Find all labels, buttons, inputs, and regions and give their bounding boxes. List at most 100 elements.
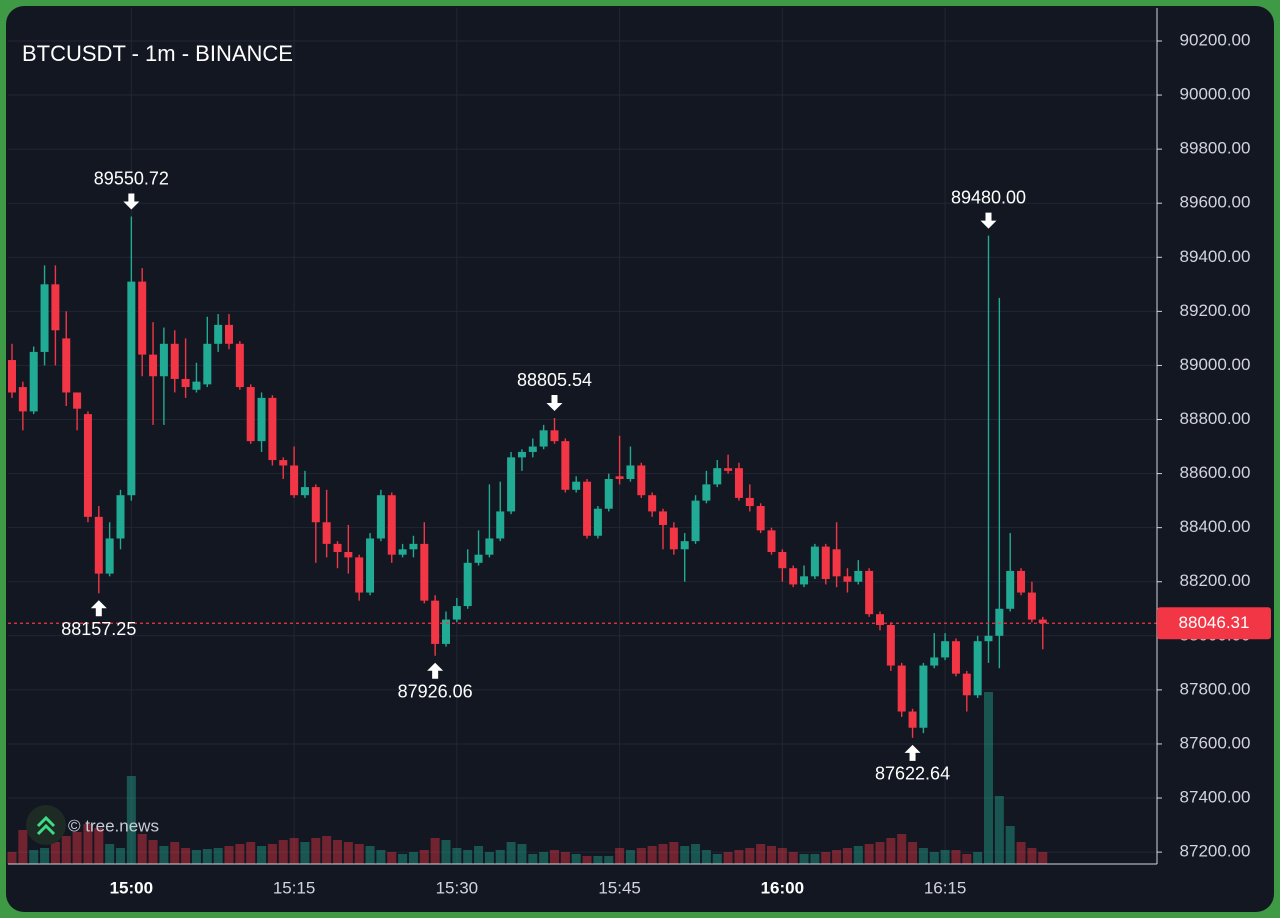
y-tick-label: 89000.00 — [1180, 355, 1251, 374]
volume-bar — [984, 692, 993, 864]
candle-body — [1006, 570, 1015, 609]
volume-bar — [430, 838, 440, 864]
volume-bar — [40, 848, 50, 864]
volume-bar — [159, 846, 169, 864]
candle-body — [626, 465, 635, 479]
volume-bar — [701, 850, 711, 864]
candle-body — [876, 614, 884, 625]
candle-body — [40, 284, 49, 352]
candle-body — [355, 557, 364, 593]
candle-body — [984, 635, 993, 642]
annotation-arrow — [904, 744, 921, 761]
volume-bar — [191, 850, 201, 864]
volume-bar — [810, 854, 820, 864]
candle-body — [778, 551, 787, 569]
candle-body — [572, 481, 581, 490]
volume-bar — [278, 840, 288, 864]
volume-bar — [560, 852, 570, 864]
candle-body — [724, 468, 733, 471]
candle-body — [322, 522, 331, 544]
volume-bar — [734, 850, 744, 864]
watermark-chevrons — [36, 815, 56, 836]
volume-bar — [484, 852, 494, 864]
candle-body — [1027, 592, 1036, 620]
volume-bar — [354, 844, 364, 864]
candle-body — [203, 343, 212, 385]
annotation-arrow — [546, 395, 563, 412]
x-tick-label: 15:00 — [110, 878, 153, 897]
volume-bar — [289, 838, 299, 864]
annotation-arrow — [123, 193, 140, 210]
grid — [8, 8, 1162, 864]
y-tick-label: 87400.00 — [1180, 788, 1251, 807]
volume-bar — [1016, 842, 1026, 864]
volume-bar — [224, 846, 234, 864]
volume-bar — [1027, 848, 1037, 864]
candle-body — [235, 343, 244, 388]
volume-bar — [181, 848, 191, 864]
volume-bar — [550, 850, 559, 864]
volume-bar — [1038, 852, 1048, 864]
candle-body — [431, 600, 440, 644]
candle-body — [713, 468, 722, 485]
candle-body — [550, 430, 559, 442]
volume-bar — [300, 842, 310, 864]
annotation-arrow — [980, 212, 997, 229]
volume-bar — [50, 842, 60, 864]
volume-bar — [799, 854, 809, 864]
candle-body — [745, 497, 754, 507]
y-tick-label: 89800.00 — [1180, 139, 1251, 158]
volume-bar — [886, 838, 896, 864]
volume-bar — [116, 848, 125, 864]
volume-bar — [691, 844, 701, 864]
volume-bar — [864, 844, 874, 864]
volume-bar — [918, 848, 928, 864]
y-tick-label: 88600.00 — [1180, 463, 1251, 482]
candle-body — [333, 543, 342, 552]
x-tick-label: 15:45 — [598, 878, 641, 897]
volume-bar — [441, 840, 451, 864]
candle-body — [865, 570, 874, 615]
last-price-label: 88046.31 — [1179, 613, 1250, 632]
candle-body — [669, 527, 678, 550]
watermark: © tree.news — [68, 816, 159, 835]
annotation-arrow — [90, 600, 107, 617]
volume-bar — [842, 848, 852, 864]
volume-bar — [126, 776, 136, 864]
candle-body — [18, 387, 27, 412]
volume-bar — [604, 856, 614, 864]
volume-bar — [658, 844, 668, 864]
candle-body — [496, 511, 505, 539]
candle-body — [995, 608, 1004, 636]
volume-bar — [267, 844, 277, 864]
annotation-label: 88157.25 — [61, 619, 136, 639]
annotation-label: 89480.00 — [951, 187, 1026, 207]
y-tick-label: 89400.00 — [1180, 247, 1251, 266]
candle-body — [116, 495, 125, 539]
candle-body — [821, 546, 830, 580]
candle-body — [962, 673, 971, 696]
volume-bar — [539, 852, 549, 864]
candle-body — [51, 284, 60, 331]
volume-bar — [582, 856, 592, 864]
y-tick-label: 87600.00 — [1180, 733, 1251, 752]
x-tick-label: 15:30 — [436, 878, 479, 897]
y-tick-label: 90000.00 — [1180, 85, 1251, 104]
y-tick-label: 87800.00 — [1180, 679, 1251, 698]
candle-body — [973, 641, 982, 696]
volume-bar — [148, 840, 158, 864]
candle-body — [149, 354, 158, 377]
x-tick-label: 16:15 — [924, 878, 967, 897]
volume-bar — [940, 850, 950, 864]
volume-bar — [1005, 826, 1015, 864]
volume-bar — [343, 842, 353, 864]
candle-body — [886, 624, 895, 666]
candle-body — [908, 711, 917, 728]
volume-bar — [777, 848, 787, 864]
candle-body — [680, 541, 689, 550]
candle-body — [528, 446, 537, 452]
volume-bar — [202, 849, 212, 864]
volume-bar — [61, 836, 71, 864]
volume-bar — [832, 850, 842, 864]
volume-bar — [7, 852, 17, 864]
